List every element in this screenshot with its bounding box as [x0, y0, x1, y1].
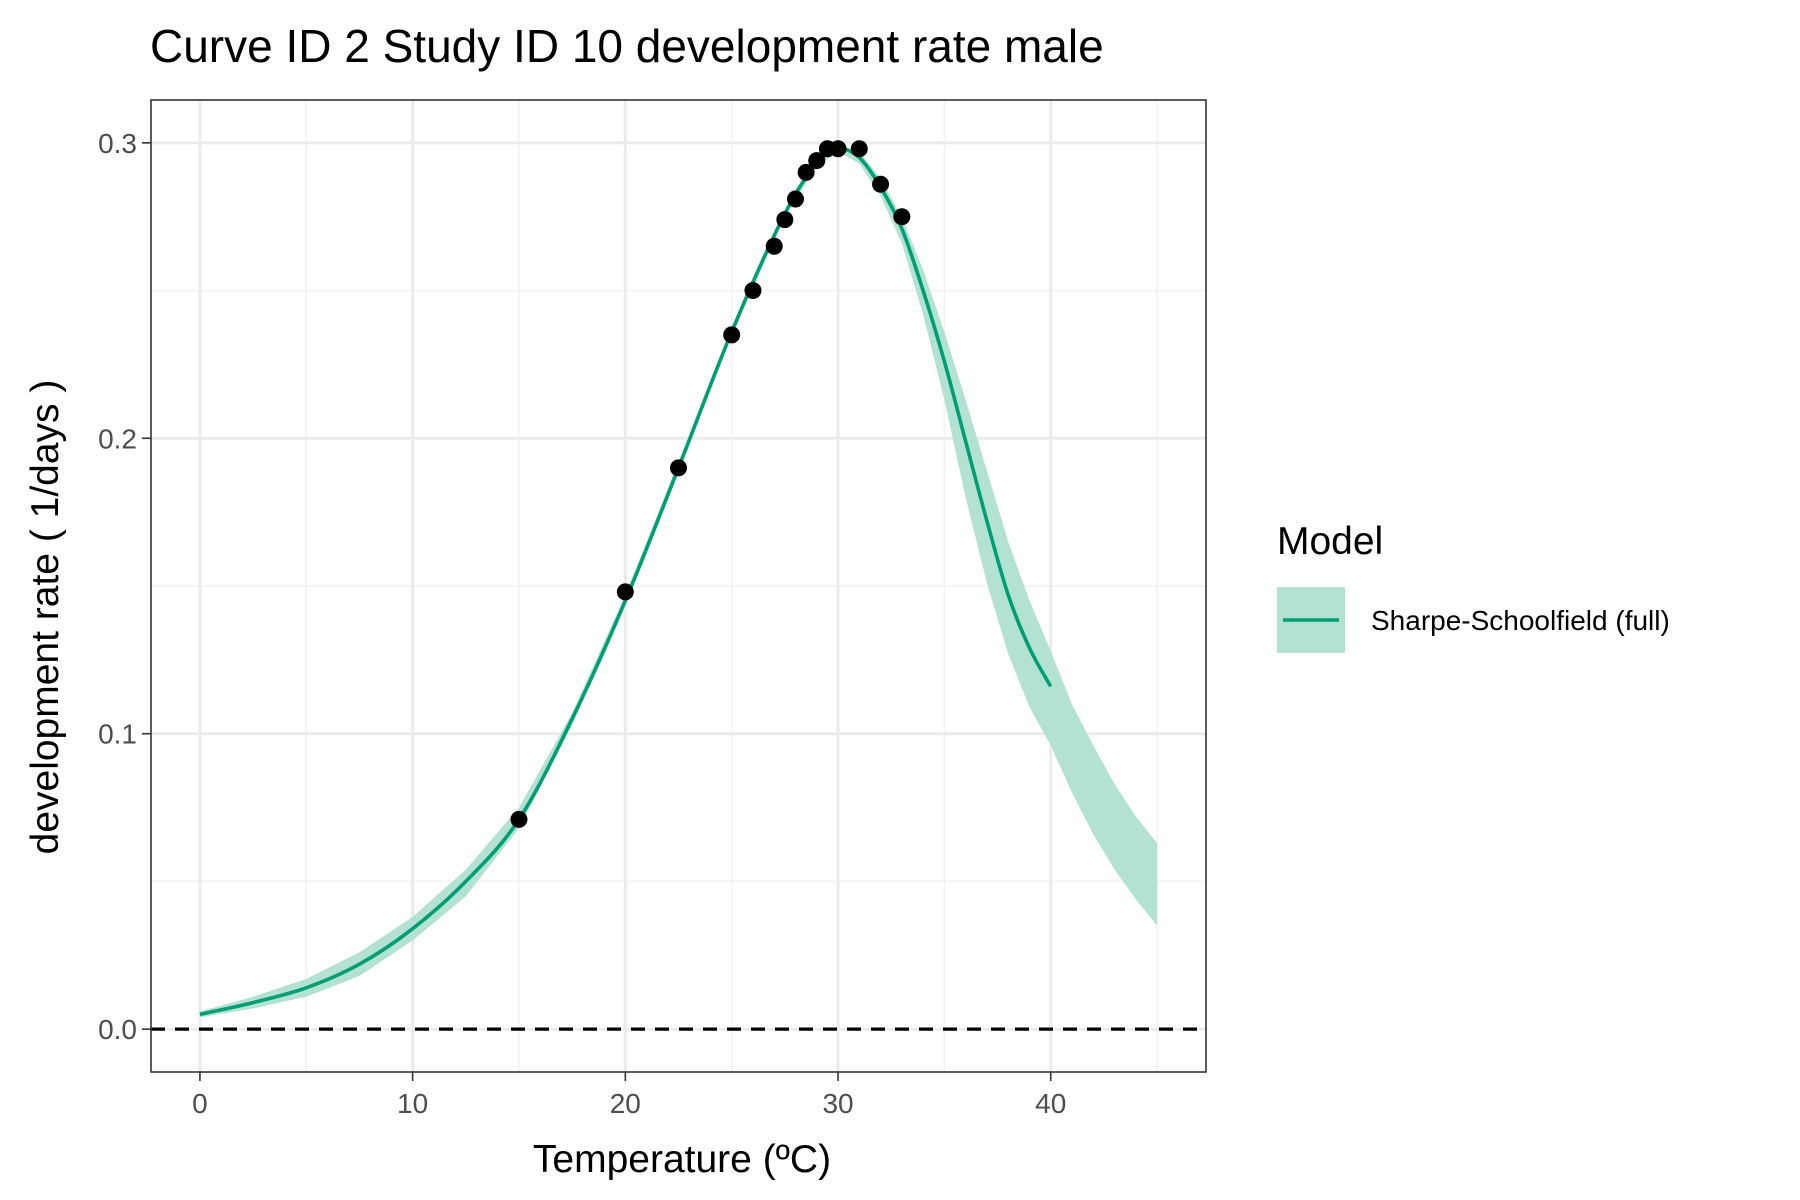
x-tick-label: 30	[822, 1088, 853, 1119]
data-point	[744, 282, 762, 300]
legend-title: Model	[1277, 520, 1383, 563]
y-tick-label: 0.2	[98, 423, 137, 454]
data-point	[776, 211, 794, 229]
data-point	[670, 459, 687, 477]
x-axis-title: Temperature (ºC)	[533, 1138, 831, 1181]
data-point	[808, 152, 826, 170]
data-point	[829, 140, 847, 158]
x-tick-label: 40	[1035, 1088, 1066, 1119]
x-tick-label: 20	[610, 1088, 641, 1119]
legend: Model Sharpe-Schoolfield (full)	[1277, 520, 1670, 653]
legend-label: Sharpe-Schoolfield (full)	[1371, 605, 1670, 636]
data-point	[765, 237, 783, 255]
data-point	[510, 810, 528, 828]
y-tick-label: 0.0	[98, 1014, 137, 1045]
data-point	[616, 583, 634, 601]
observed-points	[510, 140, 911, 828]
y-axis: 0.0 0.1 0.2 0.3	[98, 128, 151, 1045]
model-line-sharpe-schoolfield	[199, 146, 1053, 1017]
data-point	[893, 208, 911, 226]
data-point	[723, 326, 741, 344]
plot-panel	[150, 99, 1207, 1073]
data-point	[872, 175, 890, 193]
data-point	[786, 190, 804, 208]
x-axis: 0 10 20 30 40	[192, 1072, 1066, 1119]
x-tick-label: 10	[397, 1088, 428, 1119]
minor-gridlines	[151, 100, 1206, 1072]
data-point	[797, 163, 815, 181]
data-point	[850, 140, 868, 158]
y-tick-label: 0.3	[98, 128, 137, 159]
panel-border	[150, 99, 1207, 1073]
y-axis-title: development rate ( 1/days )	[24, 380, 67, 855]
legend-item-sharpe-schoolfield: Sharpe-Schoolfield (full)	[1277, 587, 1670, 653]
x-tick-label: 0	[192, 1088, 208, 1119]
chart-title: Curve ID 2 Study ID 10 development rate …	[150, 20, 1104, 72]
y-tick-label: 0.1	[98, 719, 137, 750]
